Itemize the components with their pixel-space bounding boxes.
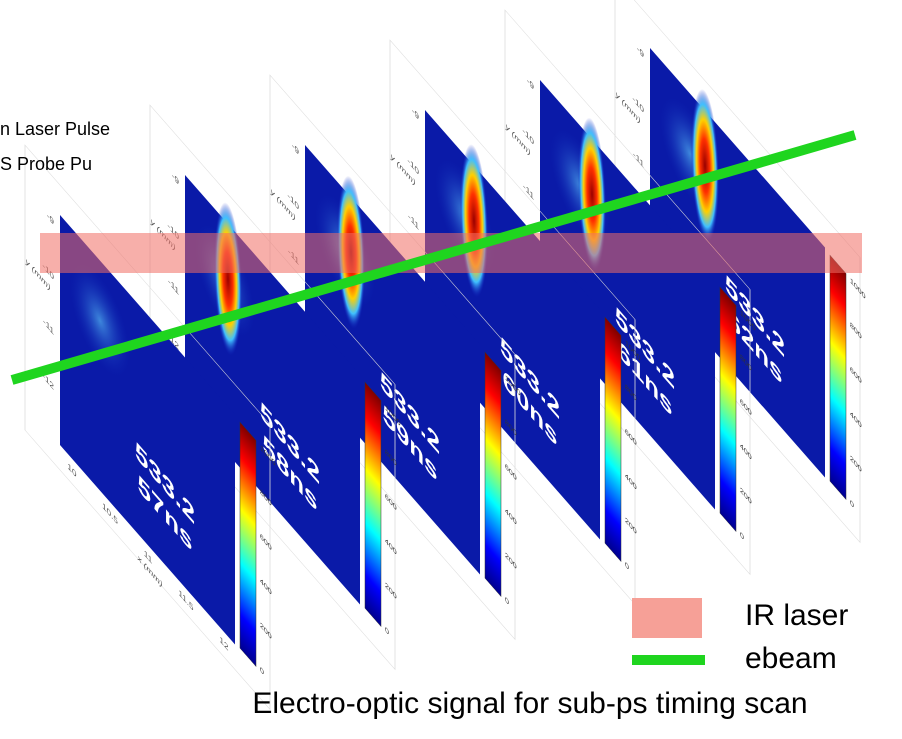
- y-tick-label: -11: [43, 317, 54, 338]
- x-tick-label: 11: [144, 548, 153, 566]
- y-axis-label: y (mm): [615, 89, 641, 127]
- y-tick-label: -11: [523, 182, 534, 203]
- panel-frame: [389, 39, 636, 606]
- y-axis-label: y (mm): [270, 186, 296, 224]
- colorbar: [829, 254, 847, 500]
- y-tick-label: -9: [637, 44, 644, 61]
- legend-label: ebeam: [745, 642, 837, 675]
- colorbar: [364, 381, 382, 627]
- top-legend-text: S Probe Pu: [0, 154, 92, 174]
- y-tick-label: -10: [632, 94, 644, 116]
- y-tick-label: -9: [412, 106, 419, 123]
- y-tick-label: -9: [47, 211, 54, 228]
- y-tick-label: -10: [407, 156, 419, 178]
- colorbar-tick-label: 400: [850, 409, 862, 430]
- panel-frame: [269, 74, 516, 641]
- colorbar-tick-label: 200: [625, 515, 637, 536]
- colorbar-tick-label: 200: [740, 485, 752, 506]
- colorbar-tick-label: 800: [850, 320, 862, 341]
- panel-frame: [504, 9, 751, 576]
- colorbar-tick-label: 600: [740, 396, 752, 417]
- colorbar-tick-label: 0: [850, 498, 854, 510]
- colorbar-tick-label: 400: [260, 576, 272, 597]
- y-tick-label: -12: [42, 371, 54, 393]
- y-tick-label: -11: [408, 212, 419, 233]
- colorbar-tick-label: 200: [850, 453, 862, 474]
- colorbar-tick-label: 1000: [850, 276, 866, 302]
- y-tick-label: -12: [167, 331, 179, 353]
- colorbar: [604, 316, 622, 562]
- colorbar-tick-label: 800: [625, 382, 637, 403]
- top-legend-text: n Laser Pulse: [0, 119, 110, 139]
- y-tick-label: -9: [172, 171, 179, 188]
- panel-frame: [614, 0, 861, 544]
- colorbar-tick-label: 0: [260, 665, 264, 677]
- y-tick-label: -10: [167, 221, 179, 243]
- y-tick-label: -10: [287, 191, 299, 213]
- colorbar-tick-label: 0: [740, 530, 744, 542]
- x-tick-label: 12: [220, 635, 229, 654]
- colorbar-tick-label: 200: [260, 620, 272, 641]
- colorbar-tick-label: 600: [850, 364, 862, 385]
- colorbar-tick-label: 200: [385, 580, 397, 601]
- colorbar: [719, 286, 737, 532]
- colorbar-tick-label: 400: [740, 441, 752, 462]
- colorbar-tick-label: 400: [625, 471, 637, 492]
- ebeam-line: [10, 130, 857, 385]
- colorbar-tick-label: 800: [740, 352, 752, 373]
- colorbar-tick-label: 400: [505, 506, 517, 527]
- y-tick-label: -11: [633, 150, 644, 171]
- y-axis-label: y (mm): [505, 121, 531, 159]
- colorbar-tick-label: 200: [505, 550, 517, 571]
- colorbar-tick-label: 800: [260, 487, 272, 508]
- y-tick-label: -9: [292, 141, 299, 158]
- x-tick-label: 10: [68, 461, 77, 480]
- y-tick-label: -10: [522, 126, 534, 148]
- legend-label: IR laser: [745, 599, 848, 632]
- legend-swatch: [632, 598, 702, 638]
- heatmap-streak: [578, 117, 606, 271]
- colorbar-tick-label: 0: [625, 560, 629, 572]
- colorbar-tick-label: 400: [385, 536, 397, 557]
- caption: Electro-optic signal for sub-ps timing s…: [252, 687, 807, 720]
- colorbar-tick-label: 800: [385, 447, 397, 468]
- colorbar: [484, 351, 502, 597]
- colorbar-tick-label: 600: [625, 426, 637, 447]
- y-tick-label: -11: [168, 277, 179, 298]
- colorbar: [239, 421, 257, 667]
- colorbar-tick-label: 0: [505, 595, 509, 607]
- heatmap-streak: [691, 89, 719, 243]
- colorbar-tick-label: 0: [385, 625, 389, 637]
- y-axis-label: y (mm): [390, 151, 416, 189]
- colorbar-tick-label: 600: [505, 461, 517, 482]
- colorbar-tick-label: 800: [505, 417, 517, 438]
- y-tick-label: -9: [527, 76, 534, 93]
- panel-frame: [24, 144, 271, 711]
- colorbar-tick-label: 600: [260, 531, 272, 552]
- colorbar-tick-label: 600: [385, 491, 397, 512]
